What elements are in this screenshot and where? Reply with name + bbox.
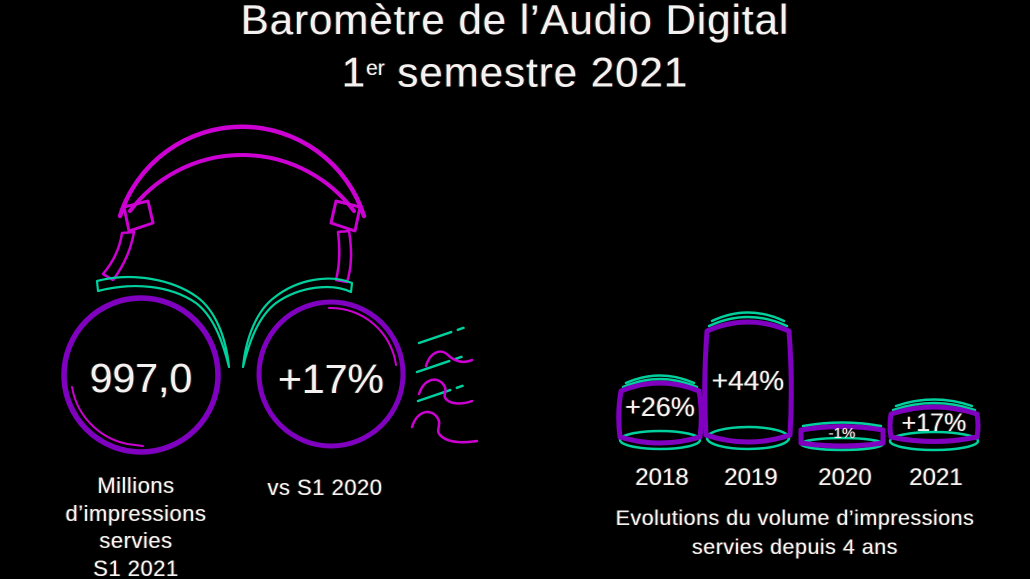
headphones-illustration — [61, 124, 406, 455]
growth-label: vs S1 2020 — [267, 475, 383, 500]
year-label-2019: 2019 — [724, 464, 778, 491]
bar-cylinder-2021 — [887, 398, 981, 452]
chart-caption: Evolutions du volume d’impressions servi… — [577, 504, 1013, 562]
bar-cylinder-2020 — [798, 421, 886, 452]
chart-caption-line2: servies depuis 4 ans — [692, 535, 898, 559]
bar-value-2021: +17% — [901, 409, 967, 437]
right-cushion — [241, 277, 354, 369]
bar-value-2019: +44% — [711, 365, 785, 396]
page-title-line2: 1er semestre 2021 — [341, 48, 689, 96]
impressions-value: 997,0 — [89, 355, 193, 401]
bar-chart — [616, 311, 981, 452]
page-title: Baromètre de l’Audio Digital 1er semestr… — [0, 0, 1030, 97]
bar-value-2018: +26% — [625, 392, 695, 422]
right-earcup-circle — [256, 299, 406, 449]
left-arm — [101, 230, 136, 282]
ordinal-superscript: er — [366, 57, 385, 80]
growth-value: +17% — [277, 356, 384, 402]
chart-caption-line1: Evolutions du volume d’impressions — [615, 506, 975, 530]
left-earcup-accent-arc — [71, 386, 144, 447]
year-label-2021: 2021 — [909, 464, 963, 491]
page-title-line1: Baromètre de l’Audio Digital — [240, 0, 790, 43]
headband — [117, 124, 367, 219]
bar-value-2020: -1% — [828, 425, 856, 442]
left-hinge — [122, 199, 155, 233]
right-earcup-accent-arc — [328, 306, 397, 366]
sound-waves-icon — [410, 325, 479, 444]
impressions-label-line3: servies — [99, 528, 173, 553]
bar-cylinder-2018 — [616, 374, 704, 451]
right-hinge — [329, 199, 362, 233]
left-earcup-circle — [61, 295, 221, 455]
left-cushion — [95, 276, 231, 369]
right-arm — [334, 229, 353, 284]
impressions-label-line4: S1 2021 — [93, 555, 179, 579]
impressions-label-line1: Millions — [97, 473, 175, 498]
year-label-2020: 2020 — [818, 464, 872, 491]
impressions-label: Millions d’impressions servies S1 2021 — [36, 472, 236, 579]
impressions-label-line2: d’impressions — [65, 500, 207, 526]
bar-cylinder-2019 — [702, 311, 794, 451]
year-label-2018: 2018 — [635, 464, 689, 491]
